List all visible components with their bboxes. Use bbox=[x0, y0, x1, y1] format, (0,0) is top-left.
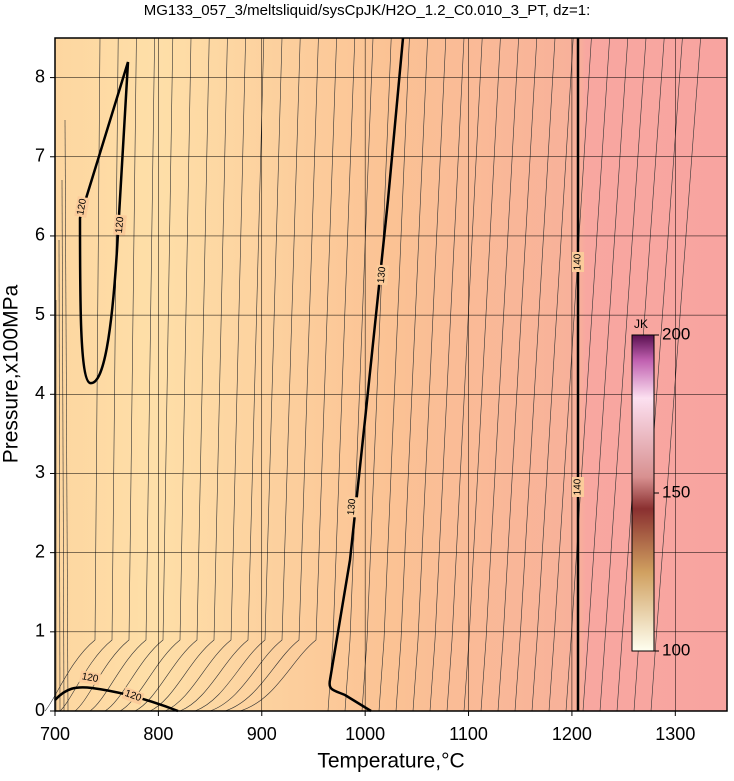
contour-label: 130 bbox=[346, 498, 358, 516]
thin-contour bbox=[582, 37, 629, 712]
x-tick-label: 900 bbox=[247, 724, 277, 744]
thin-contour bbox=[89, 37, 155, 712]
thin-contour bbox=[616, 37, 665, 712]
colorbar-tick-label: 100 bbox=[662, 640, 690, 659]
thin-contour bbox=[565, 37, 610, 712]
thin-contour bbox=[497, 37, 538, 712]
contour-label-group: 120 bbox=[113, 214, 127, 236]
thin-contour bbox=[134, 37, 210, 712]
thin-contour bbox=[531, 37, 574, 712]
thin-contour bbox=[463, 37, 501, 712]
thin-contour bbox=[58, 239, 61, 712]
contour-label-group: 140 bbox=[572, 477, 584, 497]
minor-contours bbox=[44, 37, 701, 712]
contour-label-bg bbox=[375, 264, 389, 286]
contour-label-group: 120 bbox=[121, 686, 145, 706]
thin-contour bbox=[194, 37, 283, 712]
x-tick-label: 1100 bbox=[449, 724, 488, 744]
contour-label-bg bbox=[345, 496, 359, 518]
contour-label-bg bbox=[74, 196, 90, 218]
thin-contour bbox=[224, 37, 319, 712]
y-tick-label: 8 bbox=[35, 66, 45, 86]
major-contours bbox=[54, 37, 580, 713]
plot-background bbox=[55, 38, 727, 711]
y-tick-label: 1 bbox=[35, 621, 45, 641]
contour-label: 140 bbox=[573, 253, 584, 270]
x-tick-label: 1300 bbox=[655, 724, 695, 744]
contour-label: 120 bbox=[75, 197, 89, 216]
thin-contour bbox=[599, 37, 647, 712]
thin-contour bbox=[64, 119, 69, 712]
thin-contour bbox=[514, 37, 556, 712]
x-tick-label: 1200 bbox=[552, 724, 592, 744]
thin-contour bbox=[378, 37, 410, 712]
y-tick-label: 2 bbox=[35, 541, 45, 561]
y-tick-label: 5 bbox=[35, 304, 45, 324]
contour-label: 130 bbox=[376, 266, 388, 284]
contour-label-bg bbox=[572, 477, 584, 497]
contour-label-group: 130 bbox=[345, 496, 359, 518]
colorbar-label: JK bbox=[634, 317, 648, 331]
contour-label-bg bbox=[113, 214, 127, 236]
contour-label: 120 bbox=[114, 216, 126, 234]
contour-label-group: 130 bbox=[375, 264, 389, 286]
y-tick-label: 6 bbox=[35, 225, 45, 245]
contour-label-group: 120 bbox=[79, 670, 101, 686]
y-tick-label: 4 bbox=[35, 383, 45, 403]
contour-line bbox=[78, 61, 130, 385]
x-tick-label: 800 bbox=[143, 724, 173, 744]
thin-contour bbox=[164, 37, 246, 712]
y-tick-label: 7 bbox=[35, 146, 45, 166]
thin-contour bbox=[61, 179, 65, 712]
y-tick-label: 0 bbox=[35, 700, 45, 720]
contour-label-bg bbox=[572, 252, 584, 272]
colorbar bbox=[631, 334, 655, 652]
contour-label: 140 bbox=[573, 478, 584, 495]
colorbar-tick-label: 150 bbox=[662, 482, 690, 501]
thin-contour bbox=[446, 37, 483, 712]
x-tick-label: 700 bbox=[40, 724, 70, 744]
contour-line bbox=[54, 686, 179, 713]
y-tick-label: 3 bbox=[35, 462, 45, 482]
contour-label-group: 120 bbox=[74, 196, 90, 218]
thin-contour bbox=[412, 37, 447, 712]
contour-label-bg bbox=[121, 686, 145, 706]
thin-contour bbox=[119, 37, 192, 712]
thin-contour bbox=[44, 37, 101, 712]
thin-contour bbox=[179, 37, 265, 712]
contour-label: 120 bbox=[81, 671, 100, 685]
thin-contour bbox=[395, 37, 428, 712]
x-tick-label: 1000 bbox=[345, 724, 385, 744]
thin-contour bbox=[429, 37, 465, 712]
thin-contour bbox=[239, 37, 337, 712]
x-axis-label: Temperature,°C bbox=[317, 750, 464, 773]
y-axis-label: Pressure,x100MPa bbox=[0, 284, 23, 463]
thin-contour bbox=[480, 37, 519, 712]
colorbar-tick-label: 200 bbox=[662, 324, 690, 343]
plot-frame bbox=[54, 37, 728, 712]
contour-line bbox=[328, 37, 405, 713]
contour-label-group: 140 bbox=[572, 252, 584, 272]
thin-contour bbox=[650, 37, 701, 712]
thin-contour bbox=[209, 37, 301, 712]
thin-contour bbox=[104, 37, 174, 712]
contour-label-bg bbox=[79, 670, 101, 686]
chart-title: MG133_057_3/meltsliquid/sysCpJK/H2O_1.2_… bbox=[144, 2, 591, 19]
